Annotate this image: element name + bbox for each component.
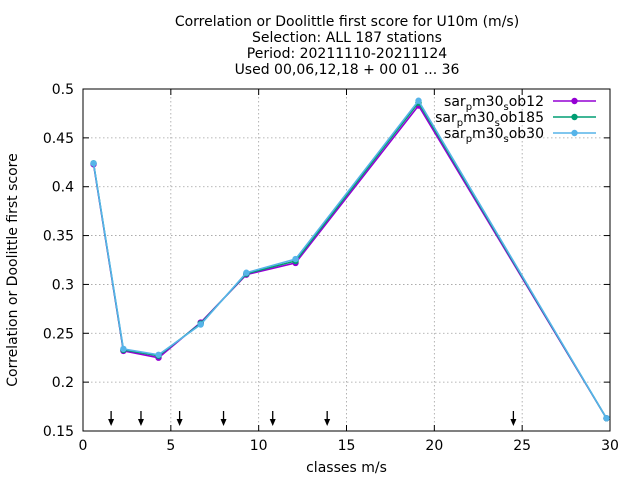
legend-marker xyxy=(571,129,578,137)
legend-text: m30 xyxy=(472,94,503,110)
legend-subscript: p xyxy=(466,134,472,145)
title-line: Period: 20211110-20211124 xyxy=(247,46,447,62)
arrow-head xyxy=(324,419,331,426)
legend-item: sarpm30sob30 xyxy=(444,126,596,145)
down-arrow-marker xyxy=(510,411,517,426)
series-group xyxy=(90,97,610,422)
data-point xyxy=(120,345,127,353)
data-point xyxy=(603,415,610,422)
legend-label: sarpm30sob12 xyxy=(444,94,544,113)
data-point xyxy=(292,255,299,263)
series-2 xyxy=(90,97,610,422)
title-line: Selection: ALL 187 stations xyxy=(252,30,442,46)
legend-text: m30 xyxy=(463,110,494,126)
series-1 xyxy=(90,99,610,422)
legend-item: sarpm30sob12 xyxy=(444,94,596,113)
gridlines xyxy=(83,89,610,431)
x-tick-label: 0 xyxy=(79,438,88,454)
legend-marker xyxy=(571,97,578,105)
legend-subscript: s xyxy=(504,102,509,113)
x-tick-label: 20 xyxy=(425,438,443,454)
legend-text: sar xyxy=(444,126,466,142)
legend-subscript: p xyxy=(457,118,463,129)
arrow-head xyxy=(108,419,115,426)
y-tick-label: 0.4 xyxy=(52,180,74,196)
x-axis-label: classes m/s xyxy=(306,460,387,476)
legend-subscript: p xyxy=(466,102,472,113)
y-axis-label: Correlation or Doolittle first score xyxy=(5,153,21,386)
arrow-head xyxy=(220,419,227,426)
x-tick-label: 25 xyxy=(513,438,531,454)
legend-item: sarpm30sob185 xyxy=(435,110,596,129)
y-tick-label: 0.2 xyxy=(52,375,74,391)
down-arrow-marker xyxy=(269,411,276,426)
y-tick-label: 0.5 xyxy=(52,82,74,98)
class-boundary-markers xyxy=(108,411,517,426)
down-arrow-marker xyxy=(220,411,227,426)
y-tick-label: 0.3 xyxy=(52,277,74,293)
legend-text: sar xyxy=(444,94,466,110)
y-tick-label: 0.35 xyxy=(43,229,74,245)
chart-title: Correlation or Doolittle first score for… xyxy=(175,14,519,78)
x-tick-label: 30 xyxy=(601,438,619,454)
arrow-head xyxy=(510,419,517,426)
legend-text: ob30 xyxy=(509,126,544,142)
y-tick-label: 0.45 xyxy=(43,131,74,147)
x-tick-label: 15 xyxy=(338,438,356,454)
legend-label: sarpm30sob185 xyxy=(435,110,544,129)
arrow-head xyxy=(137,419,144,426)
y-tick-label: 0.15 xyxy=(43,424,74,440)
title-line: Used 00,06,12,18 + 00 01 ... 36 xyxy=(235,62,460,78)
legend-label: sarpm30sob30 xyxy=(444,126,544,145)
down-arrow-marker xyxy=(324,411,331,426)
legend-subscript: s xyxy=(495,118,500,129)
y-tick-label: 0.25 xyxy=(43,326,74,342)
series-line xyxy=(92,99,608,419)
x-tick-label: 5 xyxy=(166,438,175,454)
legend-text: ob12 xyxy=(509,94,544,110)
legend-text: m30 xyxy=(472,126,503,142)
legend-text: sar xyxy=(435,110,457,126)
data-point xyxy=(415,97,422,104)
data-point xyxy=(155,351,162,358)
data-point xyxy=(90,160,97,167)
data-point xyxy=(243,269,250,276)
title-line: Correlation or Doolittle first score for… xyxy=(175,14,519,30)
x-tick-label: 10 xyxy=(250,438,268,454)
legend-marker xyxy=(571,113,578,121)
arrow-head xyxy=(269,419,276,426)
arrow-head xyxy=(176,419,183,426)
data-point xyxy=(197,321,204,328)
down-arrow-marker xyxy=(137,411,144,426)
series-0 xyxy=(90,102,610,422)
down-arrow-marker xyxy=(176,411,183,426)
legend-subscript: s xyxy=(504,134,509,145)
legend-text: ob185 xyxy=(500,110,544,126)
down-arrow-marker xyxy=(108,411,115,426)
axes: 0 5 10 15 20 25 30 0.15 0.2 0.25 0.3 0.35 0.4 0.45 0.5… xyxy=(5,82,619,476)
